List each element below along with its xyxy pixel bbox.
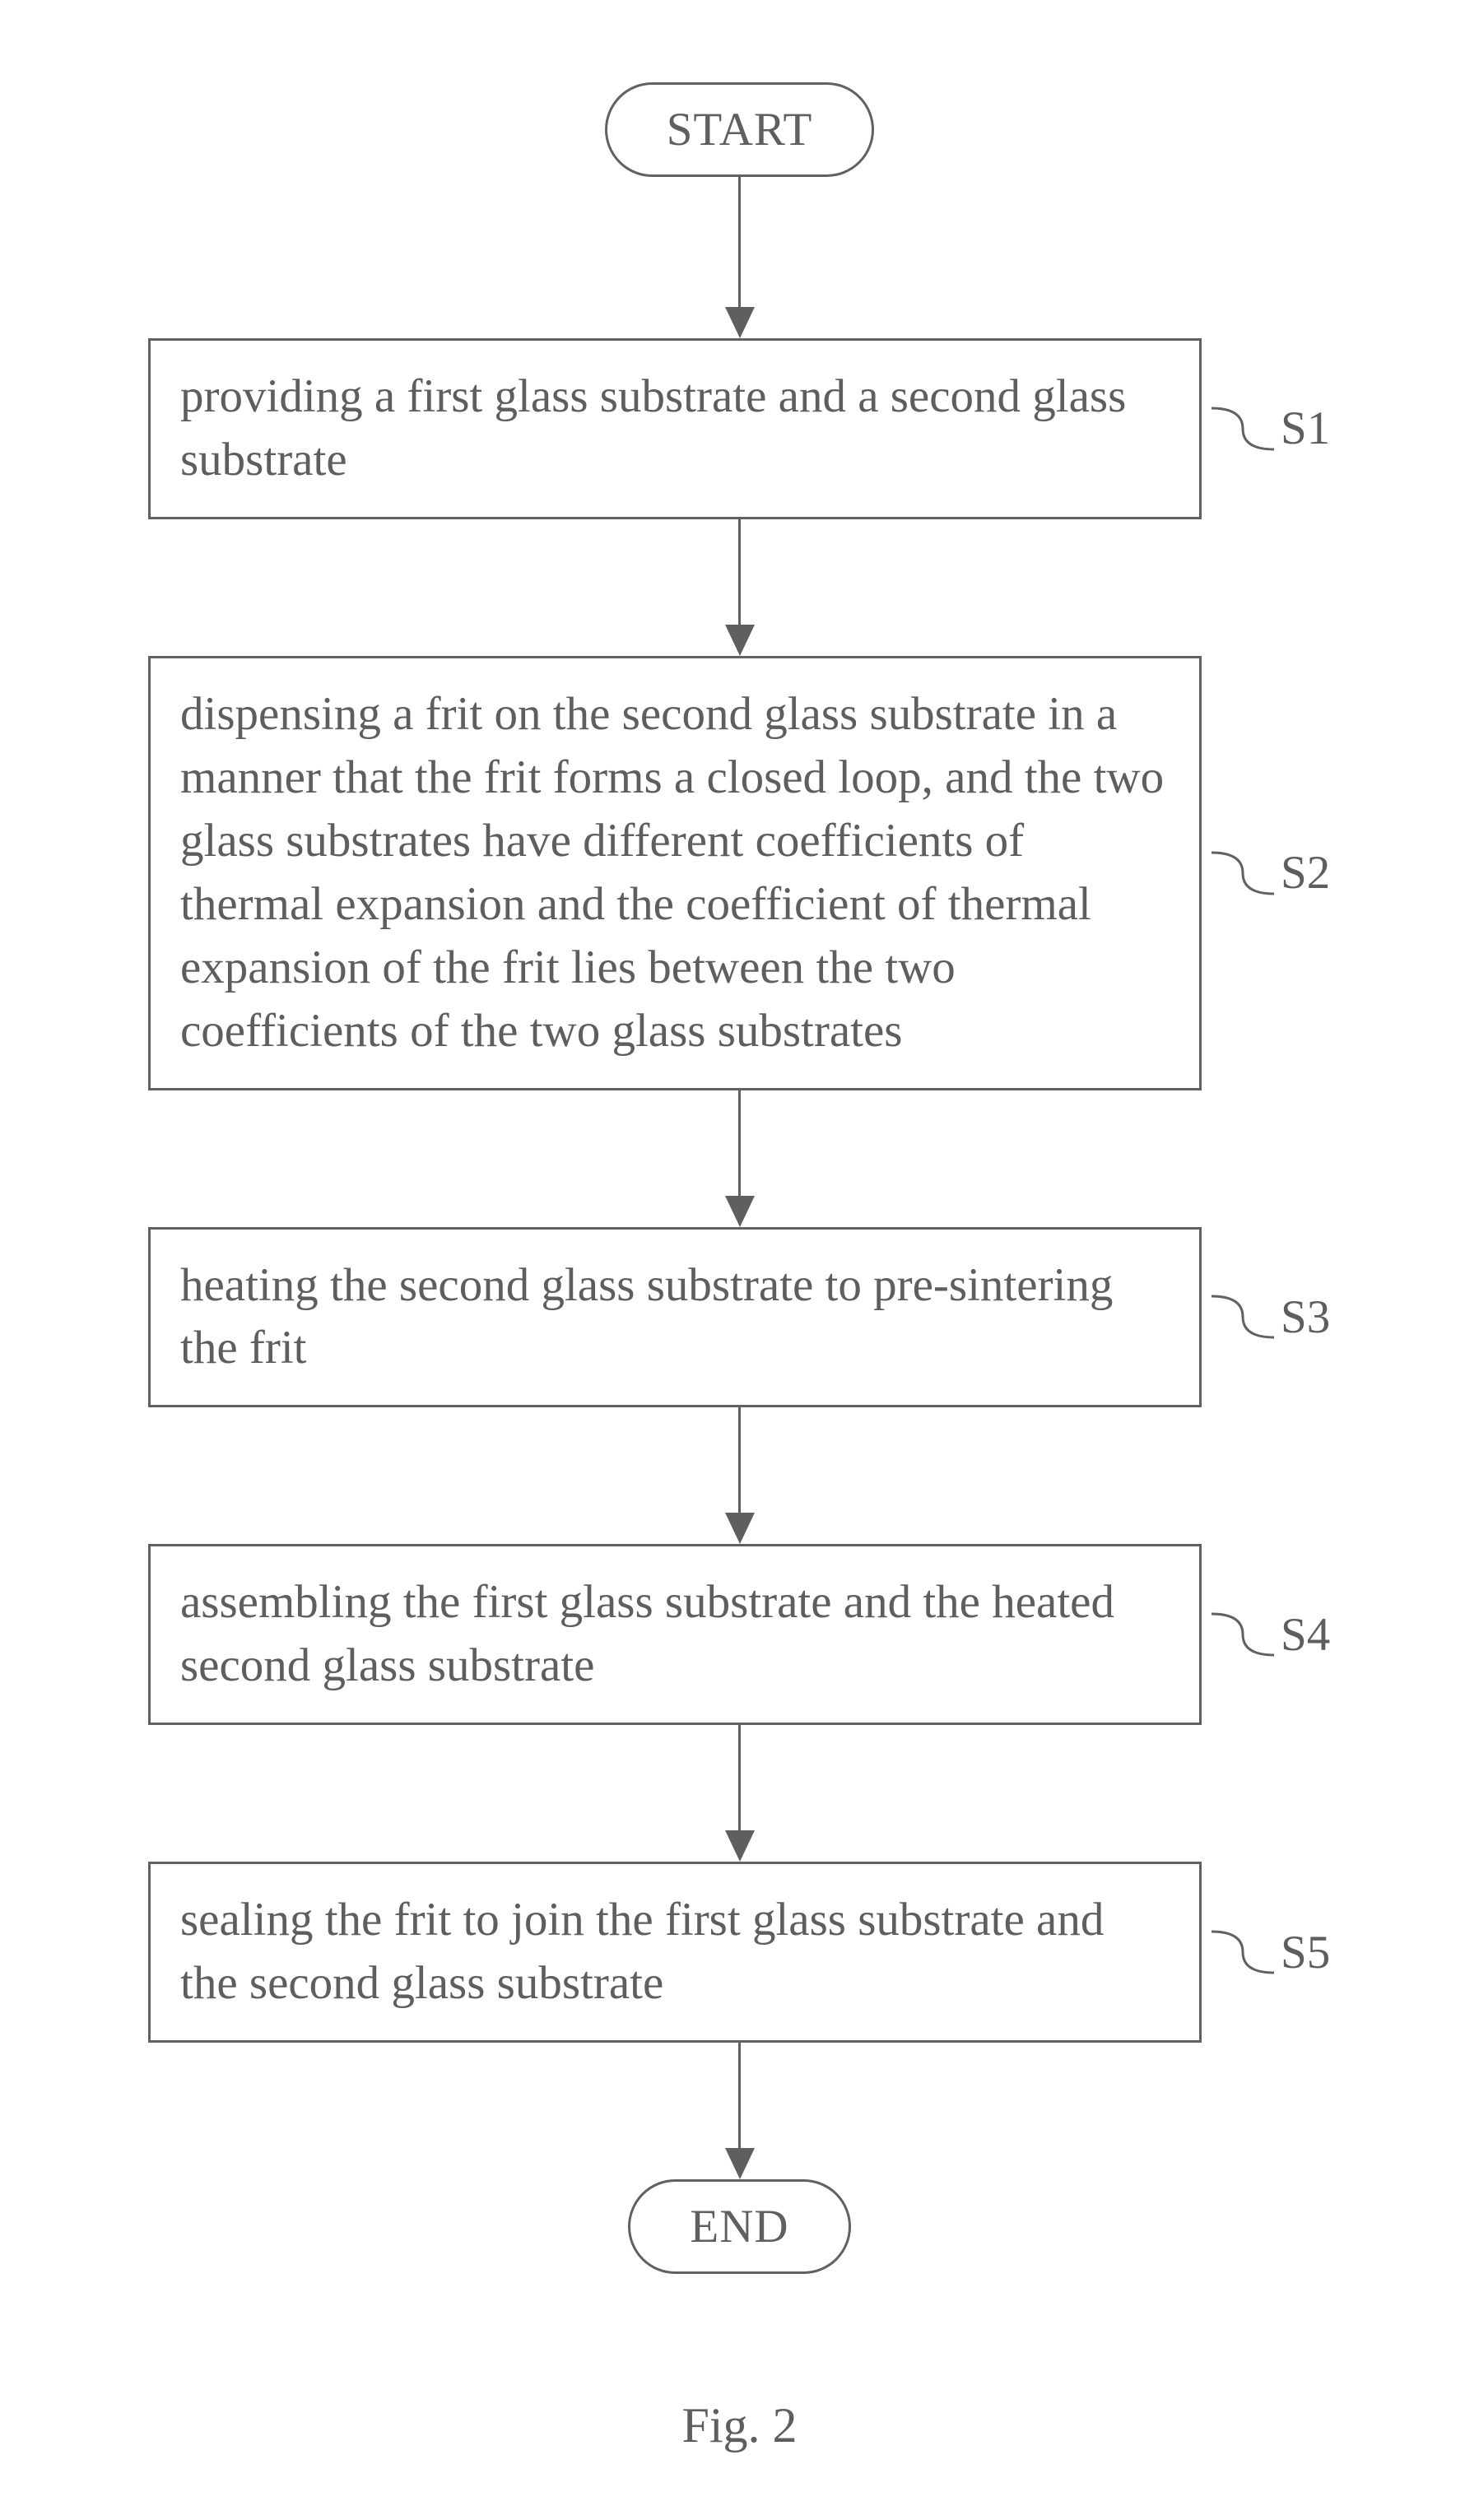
arrow — [725, 2043, 755, 2179]
arrow — [725, 519, 755, 656]
connector-curve-icon — [1210, 1923, 1276, 1981]
step-label: S3 — [1281, 1290, 1330, 1344]
arrow — [725, 1090, 755, 1227]
connector-curve-icon — [1210, 844, 1276, 902]
step-label: S2 — [1281, 846, 1330, 900]
connector-curve-icon — [1210, 400, 1276, 458]
step-row-s1: providing a first glass substrate and a … — [115, 338, 1364, 519]
step-box: sealing the frit to join the first glass… — [148, 1862, 1202, 2043]
label-connector: S1 — [1210, 400, 1330, 458]
step-label: S1 — [1281, 402, 1330, 455]
figure-caption: Fig. 2 — [681, 2397, 797, 2454]
flowchart-container: START providing a first glass substrate … — [115, 82, 1364, 2454]
arrow — [725, 177, 755, 338]
step-label: S5 — [1281, 1926, 1330, 1979]
step-row-s4: assembling the first glass substrate and… — [115, 1544, 1364, 1725]
label-connector: S2 — [1210, 844, 1330, 902]
label-connector: S3 — [1210, 1288, 1330, 1346]
step-row-s2: dispensing a frit on the second glass su… — [115, 656, 1364, 1090]
step-box: dispensing a frit on the second glass su… — [148, 656, 1202, 1090]
step-box: heating the second glass substrate to pr… — [148, 1227, 1202, 1408]
step-box: providing a first glass substrate and a … — [148, 338, 1202, 519]
arrow — [725, 1725, 755, 1862]
arrow — [725, 1407, 755, 1544]
step-row-s5: sealing the frit to join the first glass… — [115, 1862, 1364, 2043]
start-terminator: START — [605, 82, 875, 177]
end-terminator: END — [628, 2179, 850, 2274]
label-connector: S4 — [1210, 1606, 1330, 1663]
connector-curve-icon — [1210, 1606, 1276, 1663]
step-box: assembling the first glass substrate and… — [148, 1544, 1202, 1725]
label-connector: S5 — [1210, 1923, 1330, 1981]
step-label: S4 — [1281, 1608, 1330, 1662]
step-row-s3: heating the second glass substrate to pr… — [115, 1227, 1364, 1408]
connector-curve-icon — [1210, 1288, 1276, 1346]
